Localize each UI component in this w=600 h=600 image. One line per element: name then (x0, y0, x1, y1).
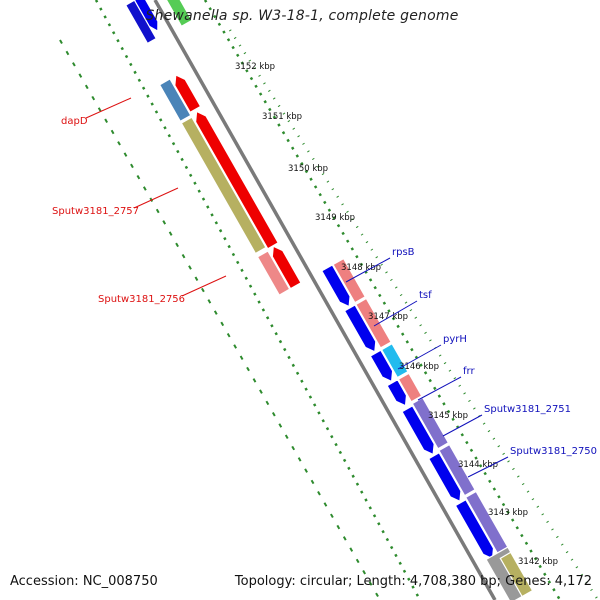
gene-leader-line (467, 456, 509, 478)
gene-feature-cds-2756 (271, 245, 302, 290)
kbp-tick-label: 3148 kbp (341, 263, 381, 273)
gene-feature-top-green (165, 0, 193, 28)
gene-label: Sputw3181_2751 (484, 404, 571, 415)
kbp-tick-label: 3142 kbp (518, 557, 558, 567)
gene-feature-frr-cog (397, 372, 423, 403)
kbp-tick-label: 3149 kbp (315, 213, 355, 223)
gene-leader-line (85, 97, 132, 119)
gene-label: Sputw3181_2757 (52, 206, 139, 217)
gene-label: pyrH (443, 334, 467, 345)
gene-feature-cds-2751 (401, 405, 435, 455)
gene-feature-tsf-cog (355, 297, 392, 349)
gene-feature-cds-tsf (344, 304, 377, 353)
gene-feature-cds-2750 (428, 452, 462, 502)
gene-label: tsf (419, 290, 432, 301)
gene-leader-line (442, 414, 483, 437)
gene-label: frr (463, 366, 475, 377)
genome-summary-text: Topology: circular; Length: 4,708,380 bp… (234, 574, 592, 589)
gene-feature-cds-dapd (174, 74, 202, 113)
gene-labels: dapD Sputw3181_2757 Sputw3181_2756 rpsB tsf p… (52, 97, 597, 478)
gene-label: Sputw3181_2750 (510, 446, 597, 457)
gene-feature-cds-frr (386, 379, 408, 407)
gene-leader-line (181, 275, 227, 297)
gene-feature-bottom-olive (499, 551, 534, 598)
genome-title: Shewanella sp. W3-18-1, complete genome (145, 8, 459, 24)
gene-feature-cds-2757 (195, 110, 279, 250)
gene-leader-line (373, 300, 418, 327)
gene-label: dapD (61, 116, 88, 127)
gc-content-track-inner-left (94, 0, 422, 600)
kbp-tick-label: 3143 kbp (488, 508, 528, 518)
gc-content-tracks (59, 0, 600, 600)
gene-feature-dapd-cog (158, 78, 192, 123)
kbp-tick-label: 3151 kbp (262, 112, 302, 122)
accession-text: Accession: NC_008750 (10, 574, 158, 589)
gene-feature-2756-cog (256, 250, 291, 297)
gene-feature-2757-cog (180, 116, 267, 255)
gene-leader-line (345, 257, 391, 283)
gc-skew-track-left (59, 39, 381, 600)
gene-feature-cds-rpsb (321, 264, 351, 308)
gene-feature-top-blue (124, 0, 158, 45)
kbp-tick-label: 3144 kbp (458, 460, 498, 470)
gene-leader-line (417, 376, 462, 401)
gene-feature-cds-pyrh (369, 349, 394, 382)
gene-feature-2750-cog (438, 443, 476, 497)
kbp-ruler: 3152 kbp 3151 kbp 3150 kbp 3149 kbp 3148 kbp… (235, 62, 558, 567)
gene-label: Sputw3181_2756 (98, 294, 185, 305)
gene-leader-line (133, 187, 179, 209)
gene-label: rpsB (392, 247, 415, 258)
feature-track (124, 0, 534, 600)
kbp-tick-label: 3145 kbp (428, 411, 468, 421)
gene-feature-cds-next (454, 499, 495, 560)
kbp-tick-label: 3152 kbp (235, 62, 275, 72)
kbp-tick-label: 3146 kbp (399, 362, 439, 372)
kbp-tick-label: 3147 kbp (368, 312, 408, 322)
gene-leader-line (397, 344, 442, 370)
kbp-tick-label: 3150 kbp (288, 164, 328, 174)
backbone-ring (153, 0, 497, 600)
gene-feature-pyrh-cog (380, 342, 409, 379)
